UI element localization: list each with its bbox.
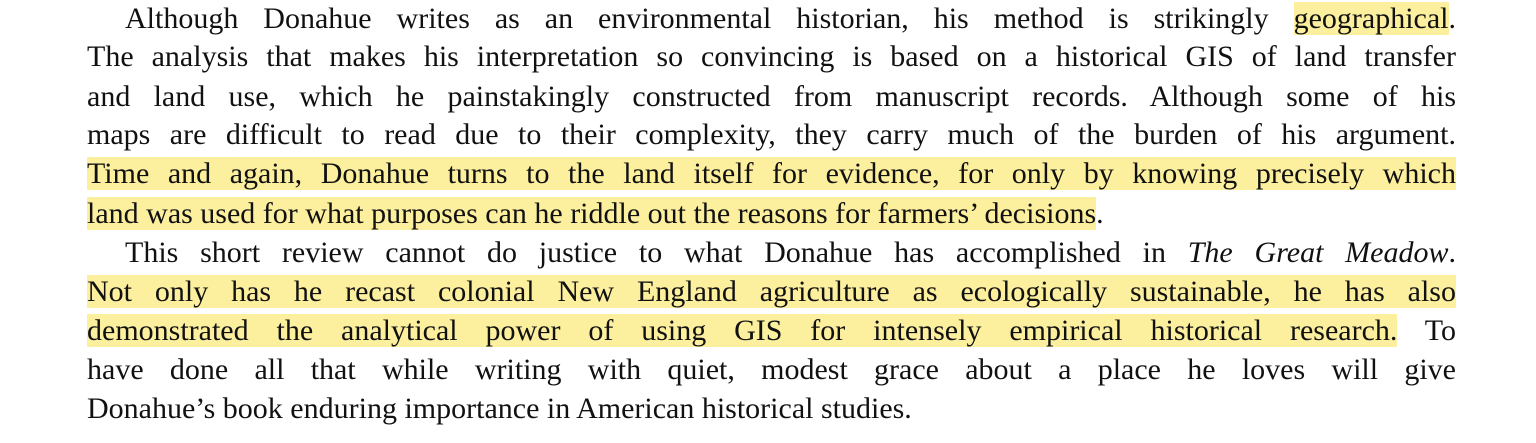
text-span: have done all that while writing with qu… [87,353,1456,386]
text-span: Although Donahue writes as an environmen… [125,2,1294,35]
paragraph-1-line-2: The analysis that makes his interpretati… [87,38,1456,76]
highlighted-text: geographical [1293,2,1449,35]
text-span: The analysis that makes his interpretati… [87,40,1456,73]
highlighted-text: demonstrated the analytical power of usi… [87,314,1398,347]
highlighted-text: Time and again, Donahue turns to the lan… [87,157,1456,190]
paragraph-2-line-3: demonstrated the analytical power of usi… [87,312,1456,350]
text-span: . [1448,236,1457,269]
paragraph-1-line-6: land was used for what purposes can he r… [87,195,1456,233]
text-span: and land use, which he painstakingly con… [87,80,1456,113]
paragraph-1-line-1: Although Donahue writes as an environmen… [125,0,1456,38]
text-span: This short review cannot do justice to w… [125,236,1188,269]
paragraph-2-line-4: have done all that while writing with qu… [87,351,1456,389]
document-page: Although Donahue writes as an environmen… [87,0,1456,443]
paragraph-2-line-2: Not only has he recast colonial New Engl… [87,273,1456,311]
paragraph-2-line-5: Donahue’s book enduring importance in Am… [87,390,1456,428]
book-title: The Great Meadow [1187,236,1449,269]
paragraph-2-line-1: This short review cannot do justice to w… [125,234,1456,272]
highlighted-text: Not only has he recast colonial New Engl… [87,275,1456,308]
paragraph-1-line-5: Time and again, Donahue turns to the lan… [87,155,1456,193]
paragraph-1-line-4: maps are difficult to read due to their … [87,116,1456,154]
text-span: To [1397,314,1456,347]
text-span: . [1448,2,1457,35]
text-span: maps are difficult to read due to their … [87,118,1456,151]
text-span: Donahue’s book enduring importance in Am… [87,392,912,425]
paragraph-1-line-3: and land use, which he painstakingly con… [87,78,1456,116]
highlighted-text: land was used for what purposes can he r… [87,197,1097,230]
text-span: . [1096,197,1104,230]
